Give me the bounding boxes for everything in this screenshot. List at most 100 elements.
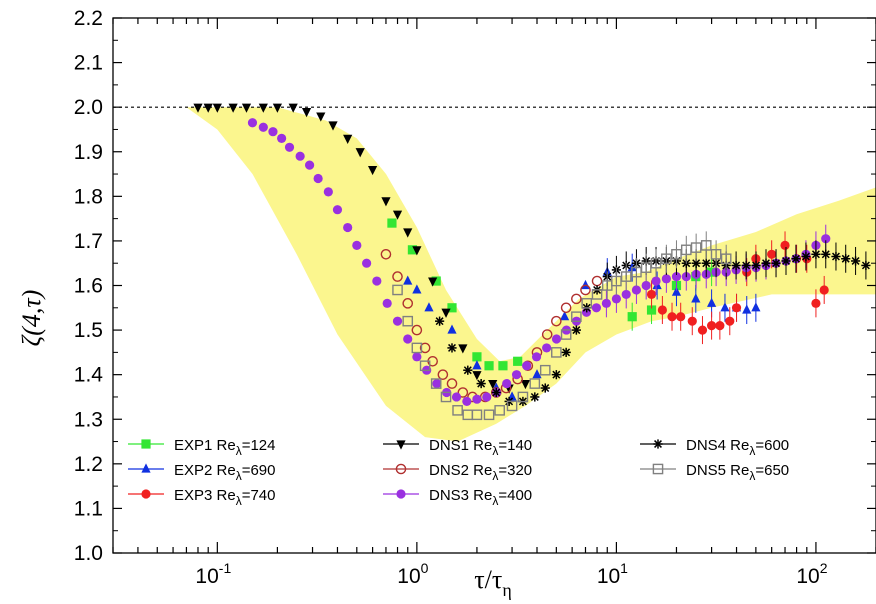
data-point <box>428 277 438 287</box>
uncertainty-band <box>186 107 876 442</box>
data-point <box>581 298 593 309</box>
data-point <box>646 305 657 315</box>
data-point <box>392 284 403 296</box>
legend-marker <box>652 463 664 475</box>
data-point <box>313 173 323 184</box>
data-point <box>323 187 333 197</box>
data-point <box>494 405 505 416</box>
legend-item-5: DNS2 Reλ=320 <box>383 462 532 483</box>
data-point <box>511 370 522 380</box>
data-point <box>520 379 531 390</box>
legend-marker <box>395 463 407 475</box>
data-point <box>476 378 486 389</box>
data-point <box>517 391 529 403</box>
x-tick-label: 10-1 <box>195 560 231 588</box>
data-point <box>667 312 677 322</box>
data-point <box>392 271 403 282</box>
data-point <box>482 392 492 402</box>
data-point <box>811 298 821 308</box>
asterisk-stroke <box>821 250 830 259</box>
asterisk-stroke <box>801 252 810 261</box>
data-point <box>343 134 353 144</box>
asterisk-stroke <box>732 261 741 270</box>
data-point <box>212 103 222 113</box>
legend-item-6: DNS3 Reλ=400 <box>383 487 532 508</box>
y-tick-label: 1.9 <box>74 141 103 164</box>
data-point <box>522 361 532 371</box>
data-point <box>403 275 413 285</box>
data-point <box>462 396 472 407</box>
data-point <box>447 324 457 334</box>
x-tick-label: 100 <box>397 560 428 588</box>
asterisk-stroke <box>851 256 860 265</box>
data-point <box>742 304 752 314</box>
data-point <box>288 103 298 113</box>
data-point <box>295 151 305 161</box>
data-point <box>328 121 338 131</box>
series-2 <box>403 253 761 401</box>
data-point <box>661 253 672 265</box>
legend-item-3: EXP3 Reλ=740 <box>128 487 276 508</box>
y-tick-label: 1.5 <box>74 319 103 342</box>
data-point <box>362 258 372 268</box>
data-point <box>707 297 717 307</box>
data-point <box>441 308 451 318</box>
data-point <box>627 262 637 272</box>
data-point <box>332 205 343 215</box>
data-point <box>382 298 392 308</box>
data-point <box>571 311 582 323</box>
data-point <box>781 256 791 266</box>
series-4 <box>193 103 531 394</box>
ticks-layer: 1.0 1.1 1.2 1.3 1.4 1.5 1.6 1.7 1.8 1.9 2.0 2.1 2.2 1… <box>74 7 876 588</box>
data-point <box>304 160 315 170</box>
data-point <box>268 127 278 137</box>
data-point <box>203 103 213 113</box>
data-point <box>472 371 482 381</box>
asterisk-stroke <box>831 252 840 261</box>
data-point <box>720 302 730 312</box>
legend-label: DNS5 Reλ=650 <box>686 462 789 483</box>
data-point <box>471 409 483 421</box>
data-point <box>821 234 831 244</box>
data-point <box>819 285 829 295</box>
data-point <box>387 218 397 228</box>
data-point <box>491 387 501 398</box>
data-point <box>437 369 449 380</box>
data-point <box>431 276 441 286</box>
data-point <box>529 378 541 389</box>
data-point <box>751 302 761 312</box>
data-point <box>472 394 482 404</box>
data-point <box>707 321 717 331</box>
legend-item-7: DNS4 Reλ=600 <box>640 437 789 458</box>
y-tick-label: 1.8 <box>74 185 103 208</box>
data-point <box>457 387 469 398</box>
data-point <box>580 279 591 290</box>
y-tick-label: 1.3 <box>74 408 103 431</box>
x-tick-label: 102 <box>796 560 827 588</box>
data-point <box>419 342 431 354</box>
legend-marker <box>141 489 151 499</box>
legend-label: DNS4 Reλ=600 <box>686 437 789 458</box>
data-point <box>247 118 258 128</box>
data-point <box>657 305 667 315</box>
data-point <box>560 329 572 340</box>
data-point <box>513 356 523 366</box>
data-point <box>821 249 831 259</box>
data-point <box>301 108 312 118</box>
y-tick-label: 1.7 <box>74 230 103 253</box>
data-point <box>741 260 751 271</box>
data-point <box>484 361 494 371</box>
legend-marker <box>141 439 151 449</box>
y-tick-label: 1.6 <box>74 275 103 298</box>
data-point <box>498 361 508 371</box>
y-tick-label: 1.4 <box>74 364 104 387</box>
asterisk-stroke <box>552 370 561 379</box>
data-point <box>440 391 452 403</box>
data-point <box>641 280 651 291</box>
data-point <box>691 293 701 303</box>
asterisk-stroke <box>752 261 761 270</box>
data-point <box>720 253 732 265</box>
legend-label: DNS1 Reλ=140 <box>429 437 532 458</box>
